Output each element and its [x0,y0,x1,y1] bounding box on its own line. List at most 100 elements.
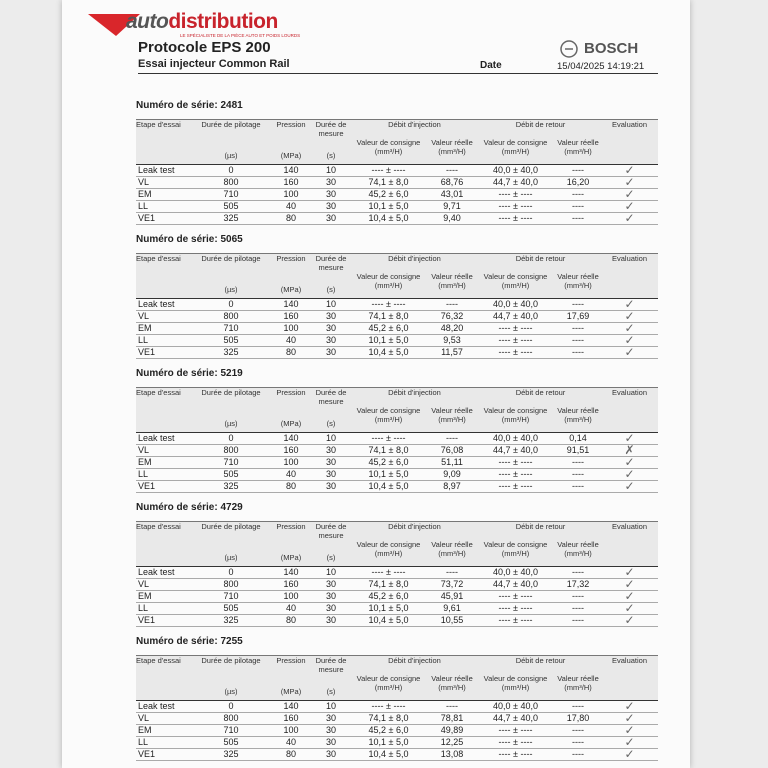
unit-flow: (mm³/H) [438,281,466,290]
inj-setpoint: 45,2 ± 6,0 [368,591,409,601]
row-line [136,456,658,457]
row-line [136,176,658,177]
pilot-duration: 710 [223,725,239,735]
pressure: 160 [283,177,299,187]
evaluation: ✓ [624,431,635,445]
col-evaluation: Evaluation [611,120,648,129]
pilot-duration: 800 [223,177,239,187]
col-return: Débit de retour [515,388,566,397]
inj-actual: 51,11 [441,457,463,467]
unit-flow: (mm³/H) [501,683,530,692]
ret-actual: 17,69 [566,311,590,321]
col-sub-inj-setpoint: Valeur de consigne [356,674,421,683]
evaluation: ✓ [624,345,635,359]
evaluation: ✗ [624,443,635,457]
col-sub-inj-actual: Valeur réelle [431,540,473,549]
evaluation: ✓ [624,309,635,323]
inj-actual: 78,81 [440,713,464,723]
chevron [88,14,140,36]
col-sub-ret-setpoint: Valeur de consigne [483,674,548,683]
pressure: 140 [283,299,299,309]
ret-setpoint: ---- ± ---- [498,737,533,747]
measure-duration: 30 [325,201,336,211]
evaluation: ✓ [624,711,635,725]
unit-flow: (mm³/H) [374,549,403,558]
step: VL [138,579,150,589]
col-duration: Durée de mesure [315,120,347,138]
ret-actual: ---- [572,299,584,309]
row-line [136,760,658,761]
doc-title: Protocole EPS 200 [138,39,271,56]
col-sub-inj-setpoint: Valeur de consigne [356,540,421,549]
ret-actual: ---- [572,165,584,175]
serial-number: 4729 [220,502,243,513]
col-step: Etape d'essai [136,522,181,531]
col-sub-inj-setpoint: Valeur de consigne [356,406,421,415]
pressure: 140 [283,165,299,175]
evaluation: ✓ [624,723,635,737]
measure-duration: 30 [325,737,336,747]
ret-setpoint: 40,0 ± 40,0 [493,433,538,443]
ret-actual: ---- [572,603,584,613]
ret-setpoint: 44,7 ± 40,0 [493,579,538,589]
paper: autodistribution LE SPÉCIALISTE DE LA PI… [62,0,690,768]
inj-setpoint: ---- ± ---- [371,299,406,309]
pilot-duration: 800 [223,311,239,321]
row-line [136,712,658,713]
ret-actual: ---- [572,323,584,333]
inj-actual: 9,71 [443,201,461,211]
measure-duration: 30 [325,579,336,589]
ret-setpoint: ---- ± ---- [498,615,533,625]
inj-setpoint: ---- ± ---- [371,701,406,711]
ret-setpoint: ---- ± ---- [498,591,533,601]
ret-actual: ---- [572,189,584,199]
evaluation: ✓ [624,321,635,335]
pilot-duration: 0 [228,433,234,443]
measure-duration: 30 [325,323,336,333]
pilot-duration: 505 [223,737,239,747]
serial-label: Numéro de série: [136,100,218,111]
evaluation: ✓ [624,479,635,493]
unit-us: (µs) [224,151,238,160]
ret-actual: ---- [572,567,584,577]
unit-us: (µs) [224,553,238,562]
pressure: 100 [283,725,299,735]
inj-setpoint: 45,2 ± 6,0 [368,323,409,333]
logo: autodistribution [126,10,278,34]
table-header [136,253,658,299]
evaluation: ✓ [624,565,635,579]
pilot-duration: 0 [228,567,234,577]
unit-flow: (mm³/H) [564,147,592,156]
evaluation: ✓ [624,297,635,311]
inj-actual: ---- [446,701,458,711]
pilot-duration: 710 [223,189,239,199]
serial-number: 5219 [220,368,243,379]
ret-setpoint: ---- ± ---- [498,457,533,467]
col-return: Débit de retour [515,522,566,531]
col-return: Débit de retour [515,120,566,129]
row-line [136,224,658,225]
inj-setpoint: 10,4 ± 5,0 [368,481,409,491]
measure-duration: 30 [325,749,336,759]
step: VE1 [138,347,156,357]
measure-duration: 30 [325,189,336,199]
evaluation: ✓ [624,175,635,189]
step: LL [138,603,149,613]
ret-actual: ---- [572,469,584,479]
step: VL [138,445,150,455]
ret-setpoint: ---- ± ---- [498,725,533,735]
pilot-duration: 0 [228,701,234,711]
step: VE1 [138,749,156,759]
inj-actual: 45,91 [440,591,464,601]
ret-setpoint: 40,0 ± 40,0 [493,701,538,711]
col-pilot: Durée de pilotage [201,522,261,531]
col-return: Débit de retour [515,656,566,665]
serial-label: Numéro de série: [136,636,218,647]
inj-setpoint: 74,1 ± 8,0 [368,579,409,589]
evaluation: ✓ [624,589,635,603]
measure-duration: 10 [325,165,336,175]
ret-setpoint: ---- ± ---- [498,469,533,479]
ret-actual: ---- [572,347,584,357]
col-step: Etape d'essai [136,656,181,665]
unit-flow: (mm³/H) [438,415,466,424]
